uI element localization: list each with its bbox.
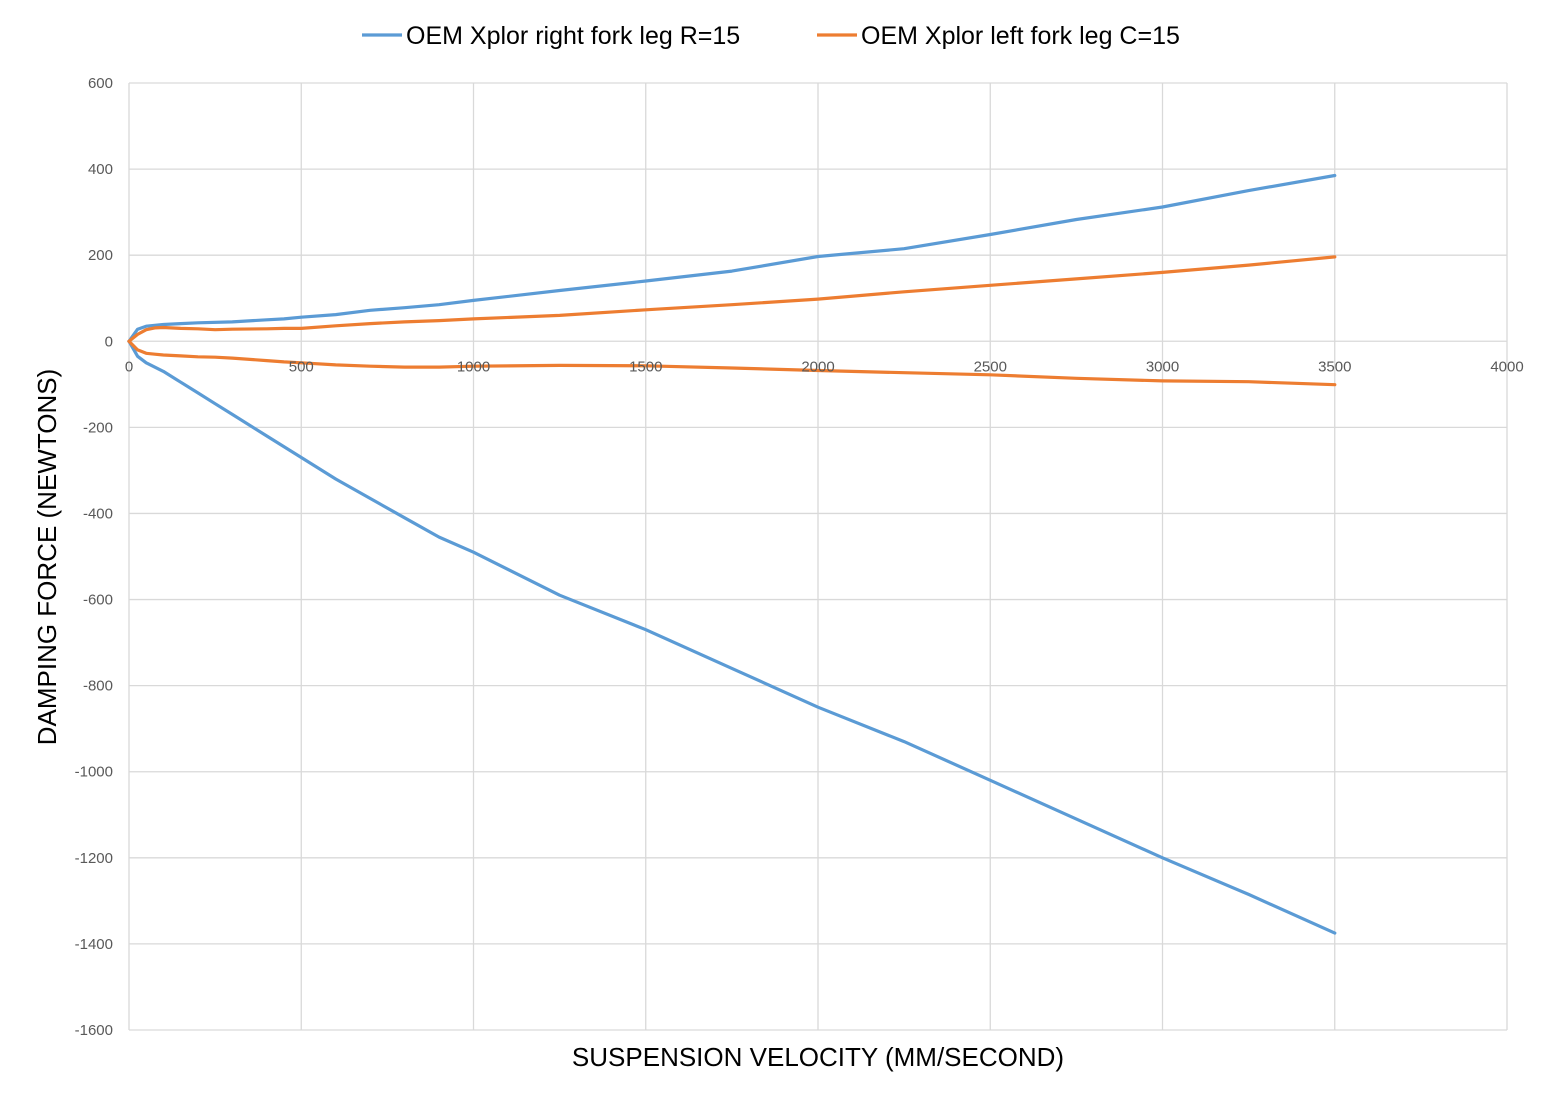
legend-item-left-fork: OEM Xplor left fork leg C=15 [817,22,1180,50]
series-line-0-upper [127,173,1337,343]
x-tick-label: 2000 [801,358,834,375]
x-tick-label: 500 [289,358,314,375]
x-tick-label: 1000 [457,358,490,375]
legend: OEM Xplor right fork leg R=15 OEM Xplor … [362,22,1180,50]
y-tick-label: -800 [83,678,113,695]
y-tick-label: -1600 [75,1022,113,1039]
tick-labels: 6004002000-200-400-600-800-1000-1200-140… [75,75,1524,1039]
series-line-0-lower [127,339,1337,935]
y-tick-label: 200 [88,247,113,264]
y-tick-label: -600 [83,592,113,609]
y-tick-label: 0 [105,333,113,350]
series-line-1-upper [127,255,1337,343]
legend-item-right-fork: OEM Xplor right fork leg R=15 [362,22,740,50]
y-tick-label: -200 [83,419,113,436]
x-tick-label: 2500 [974,358,1007,375]
y-tick-label: -1000 [75,764,113,781]
y-axis-title: DAMPING FORCE (NEWTONS) [32,369,62,746]
y-tick-label: 400 [88,161,113,178]
y-tick-label: -1400 [75,936,113,953]
gridlines [128,82,1508,1031]
x-axis-title: SUSPENSION VELOCITY (MM/SECOND) [572,1042,1064,1072]
y-tick-label: -400 [83,505,113,522]
x-tick-label: 3000 [1146,358,1179,375]
x-tick-label: 4000 [1490,358,1523,375]
series-line-1-lower [127,339,1337,387]
y-tick-label: 600 [88,75,113,92]
x-tick-label: 0 [125,358,133,375]
series-layer [127,173,1337,935]
x-tick-label: 3500 [1318,358,1351,375]
y-tick-label: -1200 [75,850,113,867]
legend-label-left-fork: OEM Xplor left fork leg C=15 [861,22,1180,50]
x-tick-label: 1500 [629,358,662,375]
legend-label-right-fork: OEM Xplor right fork leg R=15 [406,22,740,50]
